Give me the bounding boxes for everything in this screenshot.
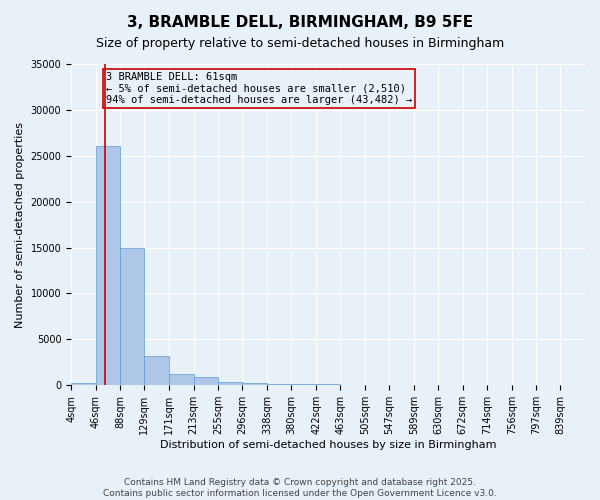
Bar: [316, 384, 340, 385]
Text: 3 BRAMBLE DELL: 61sqm
← 5% of semi-detached houses are smaller (2,510)
94% of se: 3 BRAMBLE DELL: 61sqm ← 5% of semi-detac…: [106, 72, 412, 105]
Bar: [340, 384, 365, 385]
Bar: [121, 248, 145, 385]
Bar: [242, 384, 267, 385]
Bar: [218, 382, 242, 385]
Bar: [194, 377, 218, 385]
Text: Contains HM Land Registry data © Crown copyright and database right 2025.
Contai: Contains HM Land Registry data © Crown c…: [103, 478, 497, 498]
Bar: [71, 384, 96, 385]
Bar: [96, 146, 121, 385]
Text: 3, BRAMBLE DELL, BIRMINGHAM, B9 5FE: 3, BRAMBLE DELL, BIRMINGHAM, B9 5FE: [127, 15, 473, 30]
Bar: [169, 374, 194, 385]
Text: Size of property relative to semi-detached houses in Birmingham: Size of property relative to semi-detach…: [96, 38, 504, 51]
X-axis label: Distribution of semi-detached houses by size in Birmingham: Distribution of semi-detached houses by …: [160, 440, 496, 450]
Bar: [292, 384, 316, 385]
Bar: [145, 356, 169, 385]
Bar: [267, 384, 292, 385]
Y-axis label: Number of semi-detached properties: Number of semi-detached properties: [15, 122, 25, 328]
